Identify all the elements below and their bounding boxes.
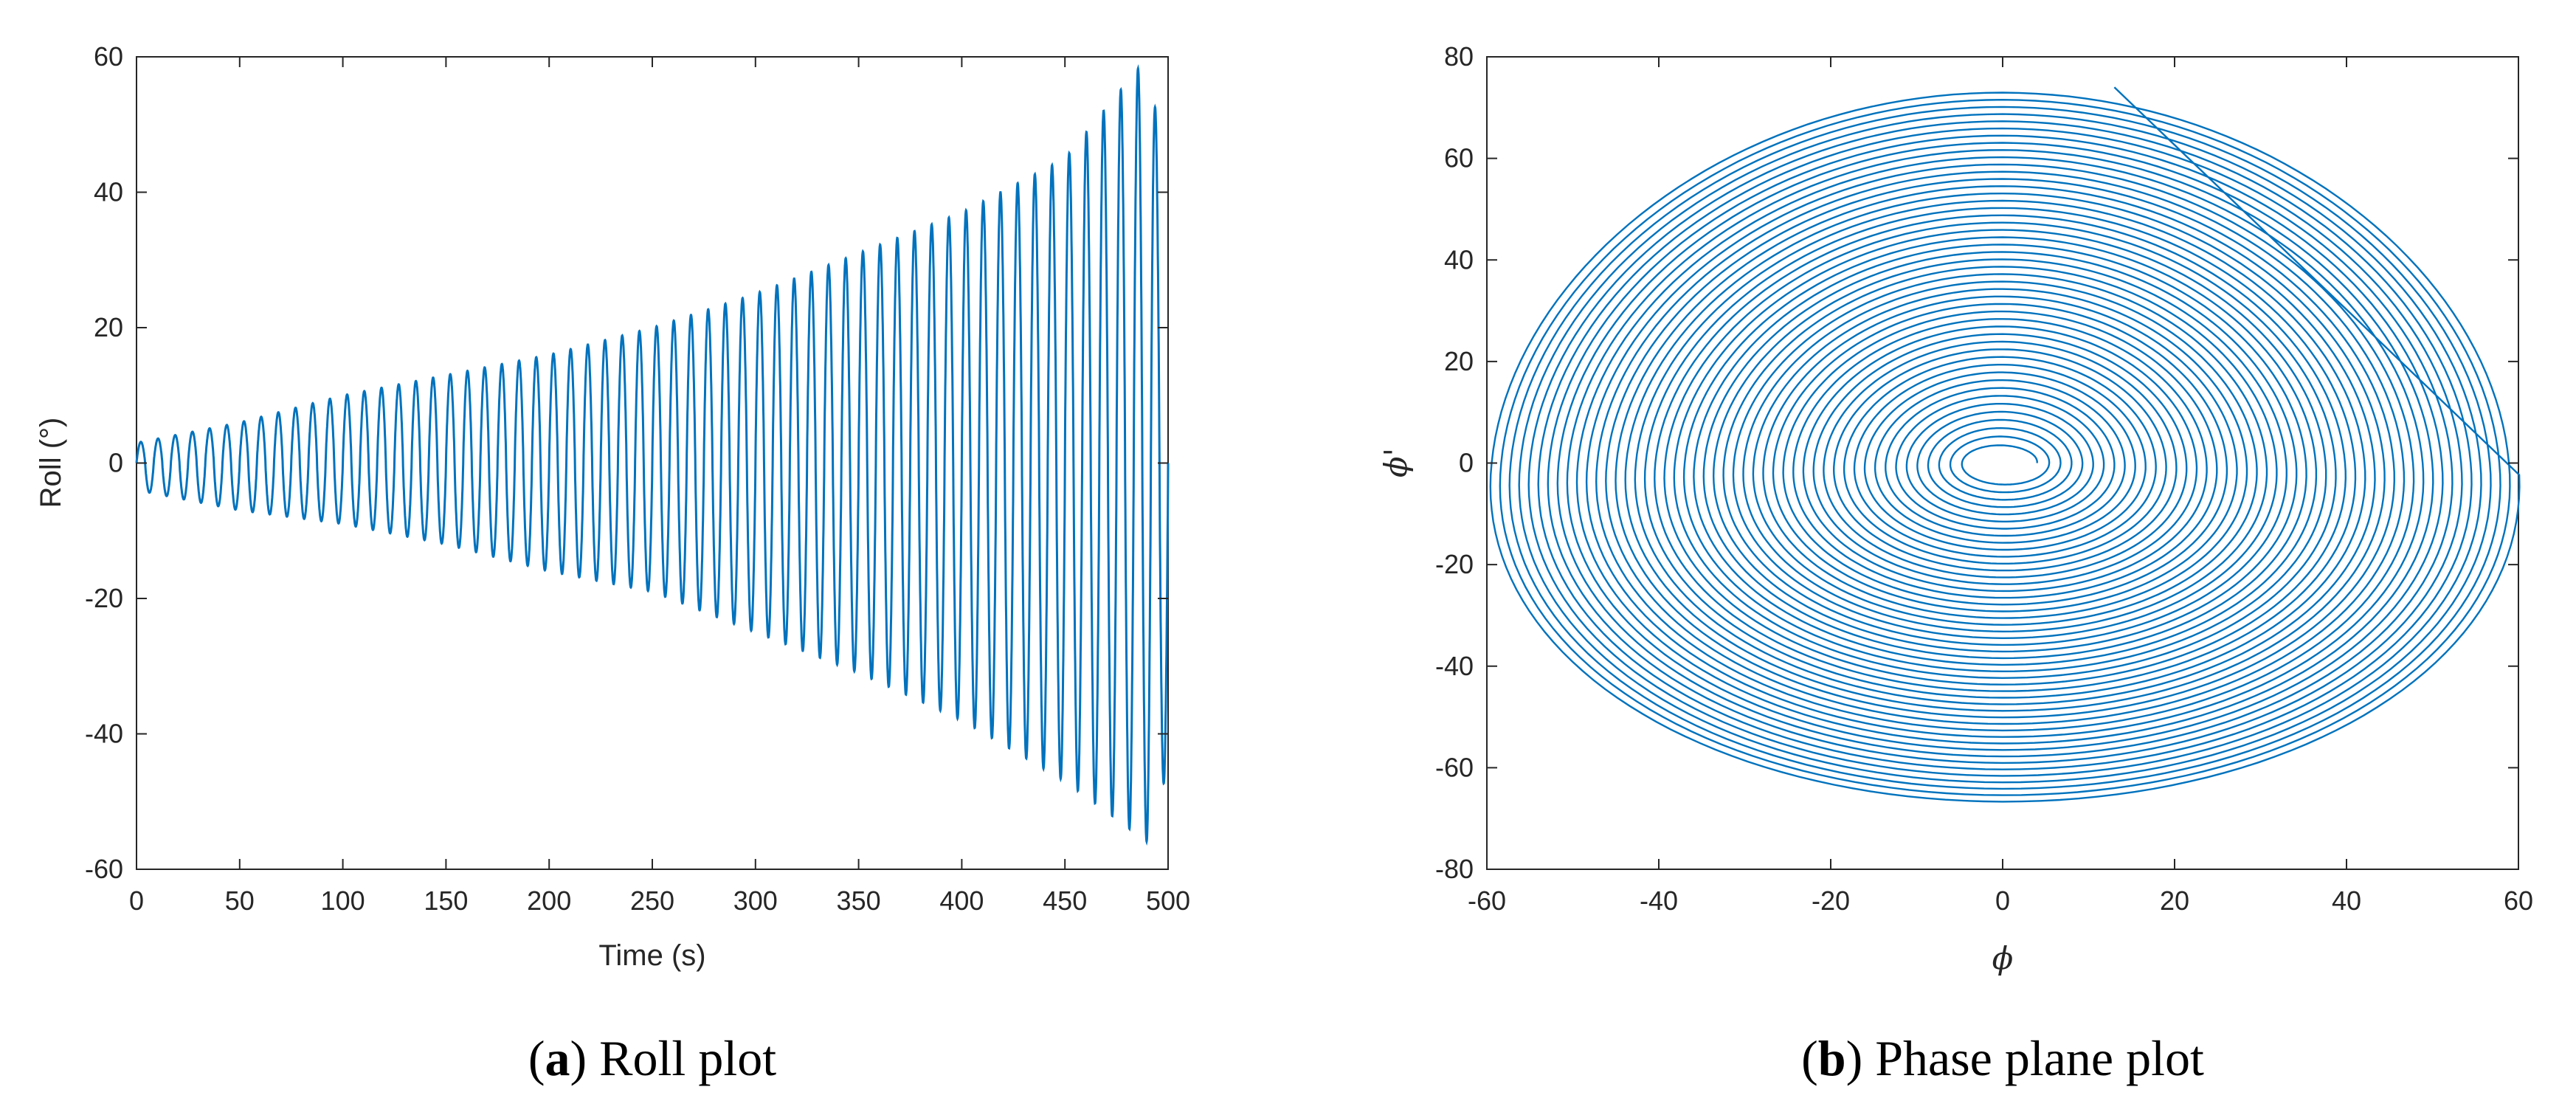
phase-y-tick-label: 60 (1444, 143, 1474, 173)
phase-plot-axes-box (1486, 56, 2519, 870)
roll-y-tick-label: -60 (85, 854, 123, 884)
phase-x-tick-label: 20 (2160, 886, 2189, 916)
roll-x-tick-label: 200 (527, 886, 571, 916)
roll-y-tick-label: -40 (85, 719, 123, 749)
roll-x-ticks: 0 50 100 150 200 250 300 350 400 450 500 (129, 57, 1190, 916)
phase-x-axis-label: ϕ (1992, 940, 2014, 976)
roll-x-tick-label: 300 (733, 886, 778, 916)
roll-x-tick-label: 150 (424, 886, 468, 916)
phase-y-tick-label: 0 (1459, 448, 1474, 478)
roll-x-tick-label: 50 (225, 886, 255, 916)
phase-y-tick-label: -20 (1435, 549, 1474, 579)
roll-series-line (135, 63, 1170, 846)
roll-x-tick-label: 0 (129, 886, 144, 916)
roll-y-ticks: -60 -40 -20 0 20 40 60 (85, 41, 1168, 884)
phase-x-tick-label: -60 (1468, 886, 1506, 916)
roll-y-tick-label: 60 (94, 41, 123, 72)
roll-x-tick-label: 500 (1146, 886, 1190, 916)
phase-y-tick-label: 80 (1444, 41, 1474, 72)
roll-y-tick-label: 40 (94, 177, 123, 207)
roll-x-axis-label: Time (s) (598, 939, 705, 972)
phase-y-tick-label: -80 (1435, 854, 1474, 884)
roll-y-axis-label: Roll (°) (35, 418, 67, 508)
caption-a: (a) Roll plot (528, 1030, 776, 1086)
roll-y-tick-label: 0 (108, 448, 123, 478)
phase-x-tick-label: 40 (2332, 886, 2361, 916)
phase-y-tick-label: -40 (1435, 651, 1474, 681)
phase-x-tick-label: -20 (1812, 886, 1850, 916)
caption-b: (b) Phase plane plot (1801, 1030, 2204, 1086)
phase-y-axis-label: ϕ' (1378, 448, 1414, 477)
phase-x-tick-label: -40 (1640, 886, 1678, 916)
roll-x-tick-label: 450 (1043, 886, 1087, 916)
phase-y-tick-label: 20 (1444, 346, 1474, 376)
roll-x-tick-label: 250 (630, 886, 674, 916)
roll-x-tick-label: 350 (837, 886, 881, 916)
roll-y-tick-label: -20 (85, 583, 123, 613)
phase-series-line (1489, 86, 2521, 803)
phase-x-ticks: -60 -40 -20 0 20 40 60 (1468, 57, 2533, 916)
phase-x-tick-label: 60 (2504, 886, 2533, 916)
roll-plot: 0 50 100 150 200 250 300 350 400 450 500 -60-40-20… (35, 41, 1190, 972)
phase-y-tick-label: 40 (1444, 244, 1474, 275)
phase-y-ticks: -80 -60 -40 -20 0 20 40 60 80 (1435, 41, 2518, 884)
phase-x-tick-label: 0 (1995, 886, 2010, 916)
roll-y-tick-label: 20 (94, 312, 123, 342)
phase-y-tick-label: -60 (1435, 752, 1474, 782)
roll-x-tick-label: 400 (939, 886, 984, 916)
roll-x-tick-label: 100 (321, 886, 365, 916)
